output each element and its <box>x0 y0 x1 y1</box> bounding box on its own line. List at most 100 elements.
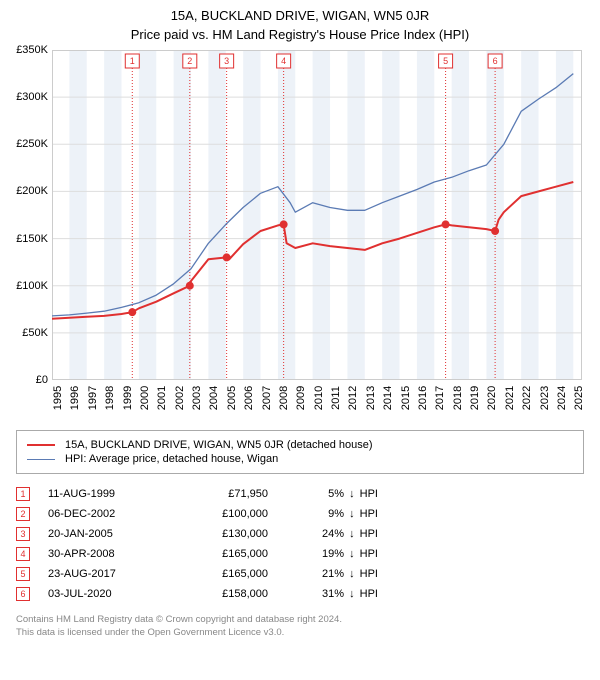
sale-diff-hpi-label: HPI <box>357 488 378 500</box>
sale-row: 111-AUG-1999£71,9505% ↓ HPI <box>16 484 584 504</box>
legend-item: 15A, BUCKLAND DRIVE, WIGAN, WN5 0JR (det… <box>27 439 573 451</box>
svg-text:1: 1 <box>130 56 135 66</box>
x-tick-label: 2011 <box>330 386 342 410</box>
sale-marker: 2 <box>16 507 30 521</box>
sale-marker: 4 <box>16 547 30 561</box>
sale-row: 320-JAN-2005£130,00024% ↓ HPI <box>16 524 584 544</box>
y-tick-label: £350K <box>12 44 48 56</box>
footer-line-2: This data is licensed under the Open Gov… <box>16 627 584 640</box>
x-tick-label: 2008 <box>278 386 290 410</box>
x-tick-label: 1996 <box>69 386 81 410</box>
x-tick-label: 2025 <box>573 386 585 410</box>
sale-diff: 5% ↓ HPI <box>268 488 378 500</box>
sale-price: £158,000 <box>168 588 268 600</box>
chart-svg: 123456 <box>52 50 582 380</box>
x-tick-label: 2019 <box>469 386 481 410</box>
x-tick-label: 2013 <box>365 386 377 410</box>
legend-swatch <box>27 459 55 460</box>
sale-row: 6 03-JUL-2020£158,00031% ↓ HPI <box>16 584 584 604</box>
legend-item: HPI: Average price, detached house, Wiga… <box>27 453 573 465</box>
sale-diff: 24% ↓ HPI <box>268 528 378 540</box>
x-tick-label: 1998 <box>104 386 116 410</box>
x-tick-label: 2001 <box>156 386 168 410</box>
sale-price: £100,000 <box>168 508 268 520</box>
sale-diff: 19% ↓ HPI <box>268 548 378 560</box>
x-tick-label: 2016 <box>417 386 429 410</box>
x-tick-label: 2015 <box>400 386 412 410</box>
legend-label: 15A, BUCKLAND DRIVE, WIGAN, WN5 0JR (det… <box>65 439 373 451</box>
sale-diff-pct: 24% <box>322 528 344 540</box>
sale-date: 03-JUL-2020 <box>48 588 168 600</box>
y-tick-label: £0 <box>12 374 48 386</box>
page-container: 15A, BUCKLAND DRIVE, WIGAN, WN5 0JR Pric… <box>0 0 600 648</box>
x-tick-label: 2023 <box>539 386 551 410</box>
x-tick-label: 2017 <box>434 386 446 410</box>
sale-row: 2 06-DEC-2002£100,0009% ↓ HPI <box>16 504 584 524</box>
svg-text:5: 5 <box>443 56 448 66</box>
arrow-down-icon: ↓ <box>349 508 355 520</box>
arrow-down-icon: ↓ <box>349 568 355 580</box>
chart-subtitle: Price paid vs. HM Land Registry's House … <box>12 27 588 42</box>
x-tick-label: 2010 <box>313 386 325 410</box>
sale-row: 430-APR-2008£165,00019% ↓ HPI <box>16 544 584 564</box>
sale-diff-pct: 21% <box>322 568 344 580</box>
sale-date: 20-JAN-2005 <box>48 528 168 540</box>
x-tick-label: 1995 <box>52 386 64 410</box>
arrow-down-icon: ↓ <box>349 528 355 540</box>
footer-line-1: Contains HM Land Registry data © Crown c… <box>16 614 584 627</box>
sale-row: 523-AUG-2017£165,00021% ↓ HPI <box>16 564 584 584</box>
x-axis-ticks: 1995 1996 1997 1998 1999 2000 2001 2002 2003 2004… <box>52 386 582 424</box>
x-tick-label: 2004 <box>208 386 220 410</box>
arrow-down-icon: ↓ <box>349 488 355 500</box>
sale-diff: 9% ↓ HPI <box>268 508 378 520</box>
legend-box: 15A, BUCKLAND DRIVE, WIGAN, WN5 0JR (det… <box>16 430 584 474</box>
sale-date: 30-APR-2008 <box>48 548 168 560</box>
y-tick-label: £250K <box>12 138 48 150</box>
sale-marker: 6 <box>16 587 30 601</box>
sales-table: 111-AUG-1999£71,9505% ↓ HPI206-DEC-2002£… <box>16 484 584 604</box>
sale-diff-hpi-label: HPI <box>357 508 378 520</box>
x-tick-label: 2000 <box>139 386 151 410</box>
x-tick-label: 2020 <box>486 386 498 410</box>
legend-swatch <box>27 444 55 446</box>
arrow-down-icon: ↓ <box>349 588 355 600</box>
y-tick-label: £300K <box>12 91 48 103</box>
sale-diff-hpi-label: HPI <box>357 568 378 580</box>
sale-marker: 3 <box>16 527 30 541</box>
legend-label: HPI: Average price, detached house, Wiga… <box>65 453 278 465</box>
x-tick-label: 2024 <box>556 386 568 410</box>
sale-diff: 31% ↓ HPI <box>268 588 378 600</box>
x-tick-label: 2005 <box>226 386 238 410</box>
sale-diff-hpi-label: HPI <box>357 588 378 600</box>
sale-price: £130,000 <box>168 528 268 540</box>
x-tick-label: 2021 <box>504 386 516 410</box>
y-tick-label: £150K <box>12 233 48 245</box>
x-tick-label: 2009 <box>295 386 307 410</box>
sale-date: 23-AUG-2017 <box>48 568 168 580</box>
sale-diff-pct: 5% <box>328 488 344 500</box>
sale-diff-hpi-label: HPI <box>357 548 378 560</box>
sale-date: 06-DEC-2002 <box>48 508 168 520</box>
sale-diff: 21% ↓ HPI <box>268 568 378 580</box>
x-tick-label: 1999 <box>122 386 134 410</box>
x-tick-label: 2007 <box>261 386 273 410</box>
sale-date: 11-AUG-1999 <box>48 488 168 500</box>
svg-text:4: 4 <box>281 56 286 66</box>
sale-diff-pct: 19% <box>322 548 344 560</box>
x-tick-label: 2012 <box>347 386 359 410</box>
footer-attribution: Contains HM Land Registry data © Crown c… <box>16 614 584 640</box>
y-tick-label: £100K <box>12 280 48 292</box>
x-tick-label: 2003 <box>191 386 203 410</box>
x-tick-label: 1997 <box>87 386 99 410</box>
y-tick-label: £200K <box>12 185 48 197</box>
sale-marker: 5 <box>16 567 30 581</box>
chart-title: 15A, BUCKLAND DRIVE, WIGAN, WN5 0JR <box>12 8 588 23</box>
sale-diff-hpi-label: HPI <box>357 528 378 540</box>
chart-area: 123456 £0£50K£100K£150K£200K£250K£300K£3… <box>52 50 582 380</box>
x-tick-label: 2002 <box>174 386 186 410</box>
svg-text:6: 6 <box>493 56 498 66</box>
arrow-down-icon: ↓ <box>349 548 355 560</box>
svg-text:2: 2 <box>187 56 192 66</box>
x-tick-label: 2018 <box>452 386 464 410</box>
sale-price: £165,000 <box>168 568 268 580</box>
